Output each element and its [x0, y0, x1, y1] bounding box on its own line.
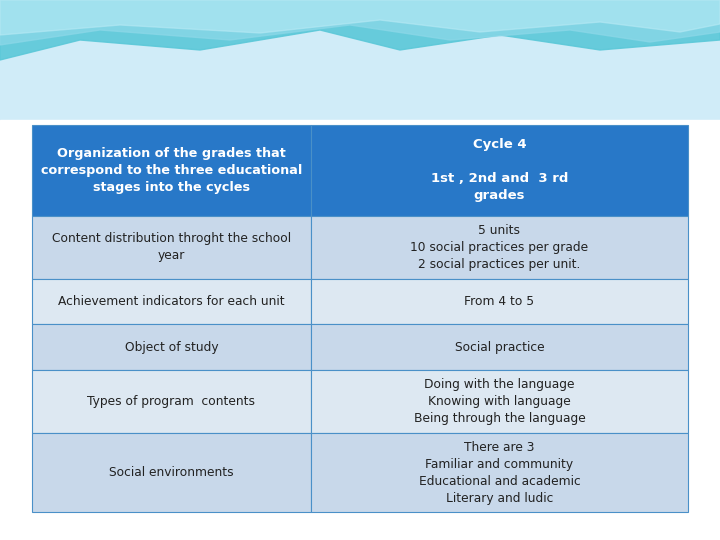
Text: Achievement indicators for each unit: Achievement indicators for each unit [58, 295, 284, 308]
Bar [32, 370, 311, 433]
Text: Object of study: Object of study [125, 341, 218, 354]
Text: Social environments: Social environments [109, 466, 234, 479]
Bar [0, 0, 720, 140]
Text: From 4 to 5: From 4 to 5 [464, 295, 534, 308]
Bar [32, 215, 311, 279]
Bar [311, 370, 688, 433]
Text: Doing with the language
Knowing with language
Being through the language: Doing with the language Knowing with lan… [413, 378, 585, 425]
Bar [311, 125, 688, 215]
Bar [32, 279, 311, 325]
Text: 5 units
10 social practices per grade
2 social practices per unit.: 5 units 10 social practices per grade 2 … [410, 224, 588, 271]
Text: Content distribution throght the school
year: Content distribution throght the school … [52, 232, 291, 262]
Bar [32, 433, 311, 512]
Bar [0, 120, 720, 540]
Polygon shape [0, 0, 720, 60]
Bar [32, 125, 311, 215]
Text: There are 3
Familiar and community
Educational and academic
Literary and ludic: There are 3 Familiar and community Educa… [418, 441, 580, 504]
Text: Types of program  contents: Types of program contents [87, 395, 256, 408]
Bar [311, 433, 688, 512]
Text: Cycle 4

1st , 2nd and  3 rd
grades: Cycle 4 1st , 2nd and 3 rd grades [431, 138, 568, 202]
Text: Organization of the grades that
correspond to the three educational
stages into : Organization of the grades that correspo… [41, 147, 302, 194]
Polygon shape [0, 0, 720, 35]
Bar [311, 325, 688, 370]
Text: Social practice: Social practice [454, 341, 544, 354]
Bar [311, 279, 688, 325]
Bar [32, 325, 311, 370]
Polygon shape [0, 0, 720, 45]
Bar [311, 215, 688, 279]
